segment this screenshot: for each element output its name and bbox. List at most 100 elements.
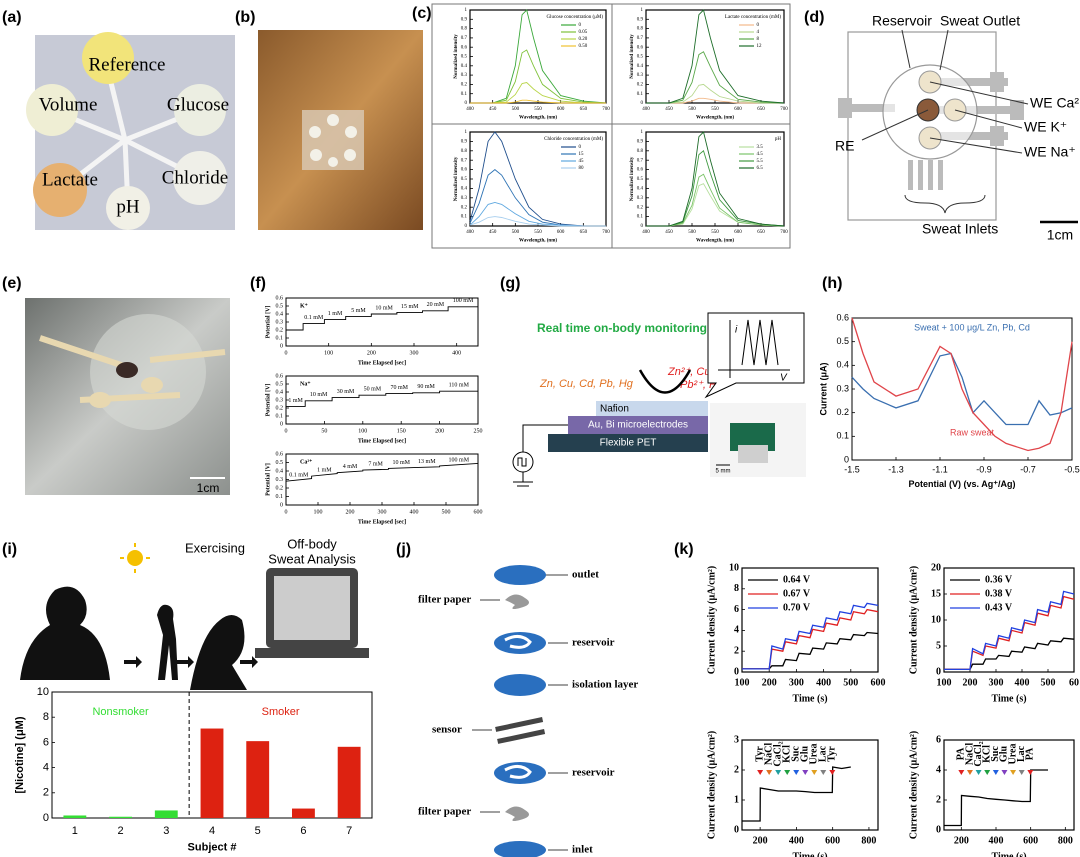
- x-tick-label: -1.1: [932, 464, 948, 474]
- panel-d: Reservoir Sweat Outlet WE Ca² WE K⁺ WE N…: [835, 13, 1079, 243]
- annotation: 10 mM: [375, 305, 393, 311]
- annotation: Urea: [1007, 744, 1018, 765]
- layer-label: Flexible PET: [600, 438, 657, 449]
- legend-label: 5.5: [757, 159, 764, 164]
- y-tick-label: 0.5: [461, 55, 468, 60]
- line: [742, 608, 879, 670]
- annotation: 13 mM: [418, 459, 436, 465]
- annotation-arrow: [829, 770, 836, 775]
- annotation-arrow: [820, 770, 827, 775]
- line: [646, 173, 785, 227]
- y-tick-label: 0.7: [461, 36, 468, 41]
- y-tick-label: 0.4: [637, 187, 644, 192]
- annotation: 7 mM: [368, 462, 383, 468]
- y-tick-label: 0.9: [461, 140, 468, 145]
- heading: Real time on-body monitoring: [537, 321, 707, 335]
- layer-label: isolation layer: [572, 679, 638, 691]
- x-tick-label: 500: [512, 107, 520, 112]
- caption: Exercising: [185, 540, 245, 555]
- layer: [568, 416, 708, 434]
- x-tick-label: 550: [711, 107, 719, 112]
- pad: [173, 151, 227, 205]
- annotation-arrow: [966, 770, 973, 775]
- y-tick-label: 0.1: [276, 413, 284, 419]
- x-tick-label: 100: [735, 677, 750, 688]
- annotation: 90 mM: [417, 384, 435, 390]
- x-tick-label: 200: [753, 835, 768, 846]
- scale-label: 1cm: [1047, 227, 1073, 243]
- x-tick-label: 0: [285, 428, 288, 434]
- annotation-arrow: [811, 770, 818, 775]
- legend-label: 45: [579, 159, 585, 164]
- x-tick-label: 0: [285, 509, 288, 515]
- y-axis-label: Potential [V]: [265, 463, 271, 496]
- pad: [82, 32, 134, 84]
- sensor: [495, 717, 546, 744]
- x-tick-label: 200: [762, 677, 777, 688]
- y-tick-label: 0.1: [637, 215, 644, 220]
- y-tick-label: 0.1: [461, 92, 468, 97]
- y-axis-label: Current density (μA/cm²): [908, 731, 919, 839]
- line: [470, 82, 606, 104]
- x-axis-label: Time (s): [991, 851, 1026, 857]
- annotation: 1 mM: [288, 398, 303, 404]
- x-axis-label: Time Elapsed [sec]: [358, 438, 406, 444]
- annotation-arrow: [802, 770, 809, 775]
- sun: [127, 550, 143, 566]
- y-tick-label: 2: [734, 645, 739, 656]
- panel-a: Reference Volume Glucose Lactate pH Chlo…: [26, 32, 235, 230]
- y-tick-label: 0.4: [276, 311, 284, 317]
- x-tick-label: 100: [324, 350, 333, 356]
- line: [470, 9, 607, 104]
- y-tick-label: 0.3: [276, 477, 284, 483]
- x-tick-label: 800: [861, 835, 876, 846]
- y-axis-label: Potential [V]: [265, 306, 271, 339]
- y-tick-label: 4: [734, 625, 739, 636]
- pad-label: Chloride: [162, 167, 229, 188]
- annotation-arrow: [992, 770, 999, 775]
- legend-label: 15: [579, 152, 585, 157]
- axis-letter: V: [780, 373, 788, 384]
- electrode: [141, 377, 163, 393]
- circuit: [513, 424, 568, 487]
- layer-label: reservoir: [572, 767, 615, 779]
- panel-label: (g): [500, 275, 520, 292]
- annotation: Glu: [800, 746, 811, 763]
- x-axis-label: Wavelength, (nm): [519, 239, 557, 244]
- layer-label: outlet: [572, 569, 599, 581]
- x-tick-label: 300: [989, 677, 1004, 688]
- pad-label: Reference: [89, 54, 166, 75]
- line: [286, 306, 478, 331]
- y-tick-label: 0.3: [276, 397, 284, 403]
- bar: [246, 741, 270, 818]
- line: [944, 769, 1048, 827]
- x-tick-label: 450: [489, 107, 497, 112]
- x-tick-label: 300: [410, 350, 419, 356]
- panel-c-frame: [431, 3, 791, 249]
- y-tick-label: 1: [465, 8, 468, 13]
- legend-label: 8: [757, 37, 760, 42]
- panel-label: (i): [2, 541, 17, 558]
- y-tick-label: 0.1: [276, 335, 284, 341]
- panel-b: [258, 30, 423, 230]
- x-tick-label: 400: [642, 230, 650, 235]
- y-tick-label: 0.5: [836, 336, 849, 346]
- y-tick-label: 0.9: [637, 17, 644, 22]
- panel-label: (e): [2, 275, 22, 292]
- annotation-arrow: [766, 770, 773, 775]
- y-tick-label: 0: [465, 101, 468, 106]
- pad-label: Volume: [39, 94, 98, 115]
- x-tick-label: 400: [466, 107, 474, 112]
- pad: [106, 186, 150, 230]
- y-tick-label: 0.1: [637, 92, 644, 97]
- x-axis-label: Subject #: [188, 841, 237, 853]
- x-axis-label: Time (s): [991, 693, 1026, 704]
- layer-label: Au, Bi microelectrodes: [588, 420, 688, 431]
- y-axis-label: Normalized intensity: [630, 34, 635, 79]
- x-tick-label: 100: [358, 428, 367, 434]
- line: [469, 131, 606, 227]
- waveform: [517, 457, 527, 467]
- legend-label: 0.64 V: [783, 574, 811, 585]
- panel-j: outlet filter paper reservoir isolation …: [418, 565, 638, 857]
